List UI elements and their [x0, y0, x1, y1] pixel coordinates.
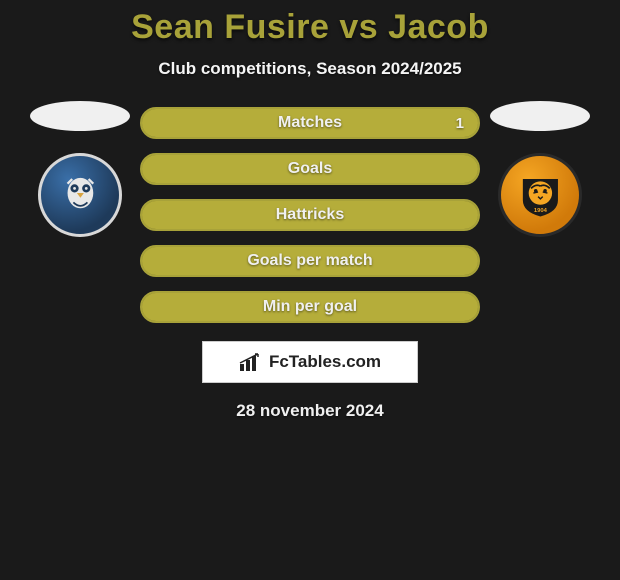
right-player-col: 1904 [490, 107, 590, 237]
svg-text:1904: 1904 [534, 207, 548, 213]
main-row: Matches 1 Goals Hattricks Goals per match Min… [0, 107, 620, 323]
stat-row: Hattricks [140, 199, 480, 231]
stat-label: Goals per match [247, 252, 372, 270]
stat-label: Min per goal [263, 298, 357, 316]
stat-row: Goals per match [140, 245, 480, 277]
left-ellipse [30, 101, 130, 131]
comparison-card: Sean Fusire vs Jacob Club competitions, … [0, 0, 620, 421]
bars-icon [239, 352, 263, 372]
brand-label: FcTables.com [269, 352, 381, 372]
stat-row: Goals [140, 153, 480, 185]
owl-icon [57, 172, 104, 219]
date-line: 28 november 2024 [0, 401, 620, 421]
brand-box[interactable]: FcTables.com [202, 341, 418, 383]
stat-row: Matches 1 [140, 107, 480, 139]
stats-column: Matches 1 Goals Hattricks Goals per match Min… [140, 107, 480, 323]
stat-label: Matches [278, 114, 342, 132]
left-player-col [30, 107, 130, 237]
stat-right-value: 1 [456, 115, 464, 132]
stat-label: Goals [288, 160, 332, 178]
subtitle: Club competitions, Season 2024/2025 [0, 59, 620, 79]
page-title: Sean Fusire vs Jacob [0, 8, 620, 47]
right-crest: 1904 [498, 153, 582, 237]
right-ellipse [490, 101, 590, 131]
tiger-shield-icon: 1904 [517, 172, 564, 219]
stat-row: Min per goal [140, 291, 480, 323]
left-crest [38, 153, 122, 237]
stat-label: Hattricks [276, 206, 344, 224]
